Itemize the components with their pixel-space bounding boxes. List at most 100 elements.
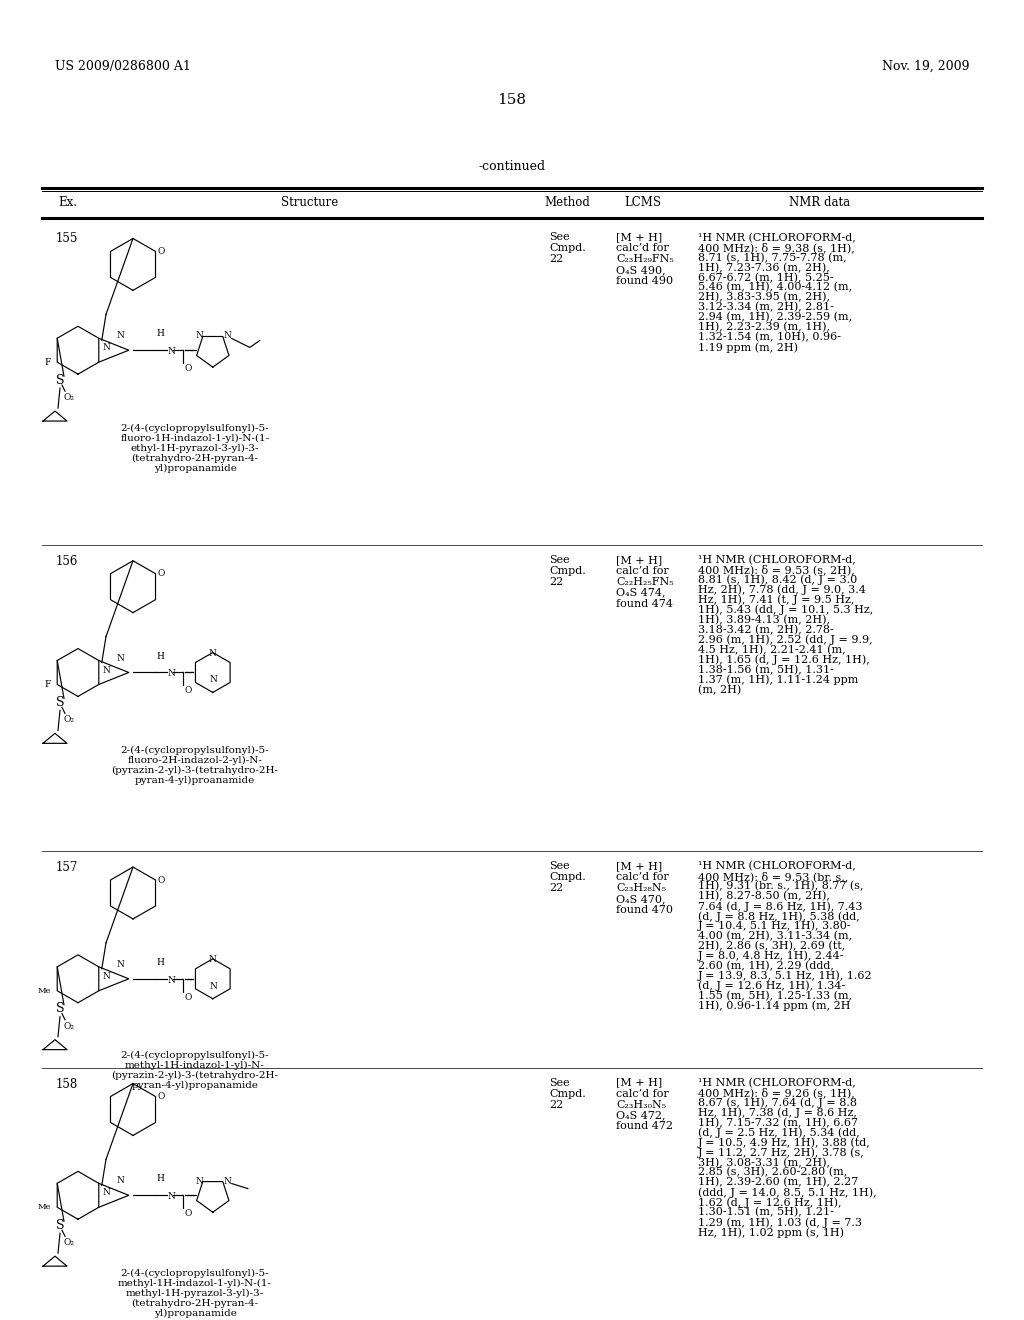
Text: O: O [184, 1209, 193, 1218]
Text: 2.94 (m, 1H), 2.39-2.59 (m,: 2.94 (m, 1H), 2.39-2.59 (m, [698, 313, 852, 322]
Text: O: O [158, 247, 165, 256]
Text: 1.19 ppm (m, 2H): 1.19 ppm (m, 2H) [698, 342, 798, 352]
Text: 1H), 7.15-7.32 (m, 1H), 6.67: 1H), 7.15-7.32 (m, 1H), 6.67 [698, 1118, 858, 1127]
Text: 2H), 2.86 (s, 3H), 2.69 (tt,: 2H), 2.86 (s, 3H), 2.69 (tt, [698, 941, 845, 952]
Text: J = 11.2, 2.7 Hz, 2H), 3.78 (s,: J = 11.2, 2.7 Hz, 2H), 3.78 (s, [698, 1147, 864, 1158]
Text: C₂₃H₃₀N₅: C₂₃H₃₀N₅ [616, 1100, 667, 1110]
Text: N: N [102, 343, 111, 352]
Text: 2.60 (m, 1H), 2.29 (ddd,: 2.60 (m, 1H), 2.29 (ddd, [698, 961, 834, 972]
Text: 7.64 (d, J = 8.6 Hz, 1H), 7.43: 7.64 (d, J = 8.6 Hz, 1H), 7.43 [698, 902, 862, 912]
Text: found 474: found 474 [616, 599, 673, 609]
Text: O: O [184, 686, 193, 696]
Text: 1H), 3.89-4.13 (m, 2H),: 1H), 3.89-4.13 (m, 2H), [698, 615, 830, 624]
Text: US 2009/0286800 A1: US 2009/0286800 A1 [55, 59, 190, 73]
Text: Cmpd.: Cmpd. [549, 873, 586, 882]
Text: Me: Me [38, 987, 51, 995]
Text: ¹H NMR (CHLOROFORM-d,: ¹H NMR (CHLOROFORM-d, [698, 1077, 856, 1088]
Text: [M + H]: [M + H] [616, 1077, 663, 1088]
Text: calc’d for: calc’d for [616, 243, 669, 253]
Text: N: N [210, 982, 218, 991]
Text: yl)propanamide: yl)propanamide [154, 1309, 237, 1319]
Text: 1.32-1.54 (m, 10H), 0.96-: 1.32-1.54 (m, 10H), 0.96- [698, 333, 841, 343]
Text: [M + H]: [M + H] [616, 232, 663, 243]
Text: 1H), 2.39-2.60 (m, 1H), 2.27: 1H), 2.39-2.60 (m, 1H), 2.27 [698, 1177, 858, 1188]
Text: N: N [209, 648, 217, 657]
Text: 22: 22 [549, 1100, 563, 1110]
Text: Cmpd.: Cmpd. [549, 243, 586, 253]
Text: 2-(4-(cyclopropylsulfonyl)-5-: 2-(4-(cyclopropylsulfonyl)-5- [121, 424, 269, 433]
Text: 4.5 Hz, 1H), 2.21-2.41 (m,: 4.5 Hz, 1H), 2.21-2.41 (m, [698, 644, 846, 655]
Text: H: H [157, 1175, 165, 1183]
Text: 158: 158 [498, 92, 526, 107]
Text: J = 10.4, 5.1 Hz, 1H), 3.80-: J = 10.4, 5.1 Hz, 1H), 3.80- [698, 921, 852, 932]
Text: N: N [117, 653, 125, 663]
Text: Nov. 19, 2009: Nov. 19, 2009 [882, 59, 969, 73]
Text: fluoro-2H-indazol-2-yl)-N-: fluoro-2H-indazol-2-yl)-N- [128, 756, 262, 766]
Text: pyran-4-yl)propanamide: pyran-4-yl)propanamide [131, 1081, 258, 1090]
Text: O₄S 474,: O₄S 474, [616, 587, 666, 598]
Text: J = 13.9, 8.3, 5.1 Hz, 1H), 1.62: J = 13.9, 8.3, 5.1 Hz, 1H), 1.62 [698, 970, 872, 981]
Text: See: See [549, 554, 569, 565]
Text: N: N [168, 1192, 176, 1201]
Text: N: N [117, 1176, 125, 1185]
Text: 1.55 (m, 5H), 1.25-1.33 (m,: 1.55 (m, 5H), 1.25-1.33 (m, [698, 991, 852, 1001]
Text: 3.18-3.42 (m, 2H), 2.78-: 3.18-3.42 (m, 2H), 2.78- [698, 624, 834, 635]
Text: 1.37 (m, 1H), 1.11-1.24 ppm: 1.37 (m, 1H), 1.11-1.24 ppm [698, 675, 858, 685]
Text: 1.62 (d, J = 12.6 Hz, 1H),: 1.62 (d, J = 12.6 Hz, 1H), [698, 1197, 842, 1208]
Text: Hz, 1H), 1.02 ppm (s, 1H): Hz, 1H), 1.02 ppm (s, 1H) [698, 1228, 844, 1238]
Text: found 470: found 470 [616, 906, 673, 915]
Text: 400 MHz): δ = 9.53 (br. s.,: 400 MHz): δ = 9.53 (br. s., [698, 871, 848, 882]
Text: C₂₃H₂₈N₅: C₂₃H₂₈N₅ [616, 883, 666, 894]
Text: NMR data: NMR data [790, 195, 851, 209]
Text: Hz, 2H), 7.78 (dd, J = 9.0, 3.4: Hz, 2H), 7.78 (dd, J = 9.0, 3.4 [698, 585, 866, 595]
Text: F: F [45, 680, 51, 689]
Text: 1H), 0.96-1.14 ppm (m, 2H: 1H), 0.96-1.14 ppm (m, 2H [698, 1001, 851, 1011]
Text: found 490: found 490 [616, 276, 673, 286]
Text: (d, J = 12.6 Hz, 1H), 1.34-: (d, J = 12.6 Hz, 1H), 1.34- [698, 981, 845, 991]
Text: N: N [224, 331, 231, 341]
Text: (tetrahydro-2H-pyran-4-: (tetrahydro-2H-pyran-4- [131, 454, 259, 463]
Text: 1H), 7.23-7.36 (m, 2H),: 1H), 7.23-7.36 (m, 2H), [698, 263, 829, 273]
Text: O₄S 490,: O₄S 490, [616, 265, 666, 276]
Text: N: N [196, 1176, 204, 1185]
Text: 1.38-1.56 (m, 5H), 1.31-: 1.38-1.56 (m, 5H), 1.31- [698, 664, 834, 675]
Text: H: H [157, 329, 165, 338]
Text: Hz, 1H), 7.38 (d, J = 8.6 Hz,: Hz, 1H), 7.38 (d, J = 8.6 Hz, [698, 1107, 857, 1118]
Text: pyran-4-yl)proanamide: pyran-4-yl)proanamide [135, 776, 255, 785]
Text: Cmpd.: Cmpd. [549, 566, 586, 576]
Text: 2.96 (m, 1H), 2.52 (dd, J = 9.9,: 2.96 (m, 1H), 2.52 (dd, J = 9.9, [698, 635, 872, 645]
Text: 1H), 5.43 (dd, J = 10.1, 5.3 Hz,: 1H), 5.43 (dd, J = 10.1, 5.3 Hz, [698, 605, 873, 615]
Text: 1.30-1.51 (m, 5H), 1.21-: 1.30-1.51 (m, 5H), 1.21- [698, 1208, 834, 1217]
Text: O₂: O₂ [63, 715, 75, 725]
Text: N: N [102, 972, 111, 981]
Text: 400 MHz): δ = 9.53 (s, 2H),: 400 MHz): δ = 9.53 (s, 2H), [698, 565, 855, 576]
Text: J = 8.0, 4.8 Hz, 1H), 2.44-: J = 8.0, 4.8 Hz, 1H), 2.44- [698, 950, 845, 961]
Text: (ddd, J = 14.0, 8.5, 5.1 Hz, 1H),: (ddd, J = 14.0, 8.5, 5.1 Hz, 1H), [698, 1187, 877, 1197]
Text: 156: 156 [56, 554, 79, 568]
Text: 158: 158 [56, 1077, 78, 1090]
Text: 8.71 (s, 1H), 7.75-7.78 (m,: 8.71 (s, 1H), 7.75-7.78 (m, [698, 252, 847, 263]
Text: O: O [158, 1092, 165, 1101]
Text: C₂₂H₂₅FN₅: C₂₂H₂₅FN₅ [616, 577, 674, 586]
Text: 2-(4-(cyclopropylsulfonyl)-5-: 2-(4-(cyclopropylsulfonyl)-5- [121, 746, 269, 755]
Text: Method: Method [544, 195, 590, 209]
Text: 1H), 8.27-8.50 (m, 2H),: 1H), 8.27-8.50 (m, 2H), [698, 891, 829, 902]
Text: O₄S 470,: O₄S 470, [616, 894, 666, 904]
Text: 2.85 (s, 3H), 2.60-2.80 (m,: 2.85 (s, 3H), 2.60-2.80 (m, [698, 1167, 847, 1177]
Text: N: N [102, 665, 111, 675]
Text: N: N [117, 331, 125, 341]
Text: 4.00 (m, 2H), 3.11-3.34 (m,: 4.00 (m, 2H), 3.11-3.34 (m, [698, 931, 852, 941]
Text: methyl-1H-pyrazol-3-yl)-3-: methyl-1H-pyrazol-3-yl)-3- [126, 1290, 264, 1299]
Text: 8.67 (s, 1H), 7.64 (d, J = 8.8: 8.67 (s, 1H), 7.64 (d, J = 8.8 [698, 1097, 857, 1107]
Text: O₄S 472,: O₄S 472, [616, 1110, 666, 1121]
Text: S: S [55, 696, 65, 709]
Text: O₂: O₂ [63, 393, 75, 403]
Text: 3.12-3.34 (m, 2H), 2.81-: 3.12-3.34 (m, 2H), 2.81- [698, 302, 834, 313]
Text: N: N [117, 960, 125, 969]
Text: methyl-1H-indazol-1-yl)-N-(1-: methyl-1H-indazol-1-yl)-N-(1- [118, 1279, 272, 1288]
Text: 2-(4-(cyclopropylsulfonyl)-5-: 2-(4-(cyclopropylsulfonyl)-5- [121, 1269, 269, 1278]
Text: Ex.: Ex. [58, 195, 77, 209]
Text: N: N [210, 676, 218, 685]
Text: (pyrazin-2-yl)-3-(tetrahydro-2H-: (pyrazin-2-yl)-3-(tetrahydro-2H- [112, 767, 279, 775]
Text: calc’d for: calc’d for [616, 873, 669, 882]
